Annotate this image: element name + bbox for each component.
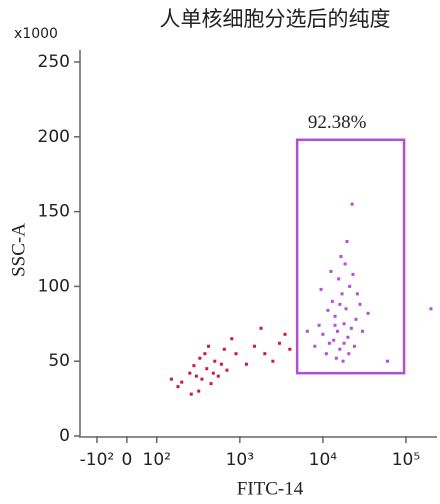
point: [333, 314, 337, 318]
y-tick-label: 0: [59, 426, 70, 446]
y-tick-label: 150: [38, 202, 70, 222]
point: [252, 344, 256, 348]
point: [344, 307, 348, 311]
point: [347, 352, 351, 356]
point: [271, 359, 275, 363]
point: [326, 308, 330, 312]
point: [200, 377, 204, 381]
point: [197, 389, 201, 393]
point: [194, 374, 198, 378]
gate: [295, 138, 406, 375]
point: [192, 364, 196, 368]
x-tick-label: 10⁵: [392, 450, 420, 470]
point: [188, 371, 192, 375]
point: [361, 329, 365, 333]
point: [348, 284, 352, 288]
point: [332, 338, 336, 342]
point: [263, 352, 267, 356]
y-tick-label: 50: [48, 351, 70, 371]
point: [225, 368, 229, 372]
point: [230, 337, 234, 341]
point: [333, 323, 337, 327]
point: [169, 377, 173, 381]
y-tick-label: 200: [38, 127, 70, 147]
y-tick-label: 100: [38, 276, 70, 296]
point: [213, 359, 217, 363]
point: [180, 380, 184, 384]
point: [211, 371, 215, 375]
point: [288, 347, 292, 351]
point: [324, 352, 328, 356]
y-multiplier: x1000: [14, 26, 58, 42]
point: [366, 311, 370, 315]
point: [346, 335, 350, 339]
point: [341, 359, 345, 363]
point: [339, 254, 343, 258]
point: [329, 269, 333, 273]
point: [338, 347, 342, 351]
point: [319, 287, 323, 291]
point: [321, 332, 325, 336]
x-tick-label: -10²: [80, 450, 115, 470]
point: [343, 262, 347, 266]
point: [234, 352, 238, 356]
point: [354, 317, 358, 321]
point: [386, 359, 390, 363]
point: [334, 356, 338, 360]
point: [338, 302, 342, 306]
point: [189, 392, 193, 396]
y-tick-label: 250: [38, 52, 70, 72]
x-tick-label: 0: [121, 450, 132, 470]
point: [345, 240, 349, 244]
point: [305, 329, 309, 333]
point: [283, 332, 287, 336]
y-axis-label: SSC-A: [8, 223, 29, 277]
point: [317, 323, 321, 327]
x-axis-label: FITC-14: [237, 478, 304, 499]
x-tick-label: 10⁴: [309, 450, 338, 470]
x-tick-label: 10²: [143, 450, 171, 470]
point: [222, 347, 226, 351]
point: [209, 382, 213, 386]
point: [355, 292, 359, 296]
point: [350, 202, 354, 206]
point: [219, 362, 223, 366]
point: [336, 329, 340, 333]
point: [244, 362, 248, 366]
point: [342, 322, 346, 326]
point: [198, 356, 202, 360]
point: [207, 344, 211, 348]
point: [340, 292, 344, 296]
point: [351, 272, 355, 276]
gate-label: 92.38%: [308, 112, 367, 133]
point: [313, 344, 317, 348]
point: [429, 307, 433, 311]
point: [337, 277, 341, 281]
point: [277, 341, 281, 345]
point: [358, 302, 362, 306]
point: [216, 374, 220, 378]
point: [327, 341, 331, 345]
point: [349, 326, 353, 330]
point: [203, 352, 207, 356]
point: [176, 385, 180, 389]
point: [330, 299, 334, 303]
point: [205, 367, 209, 371]
chart-title: 人单核细胞分选后的纯度: [160, 7, 391, 31]
point: [259, 326, 263, 330]
x-tick-label: 10³: [226, 450, 254, 470]
point: [352, 344, 356, 348]
point: [342, 341, 346, 345]
